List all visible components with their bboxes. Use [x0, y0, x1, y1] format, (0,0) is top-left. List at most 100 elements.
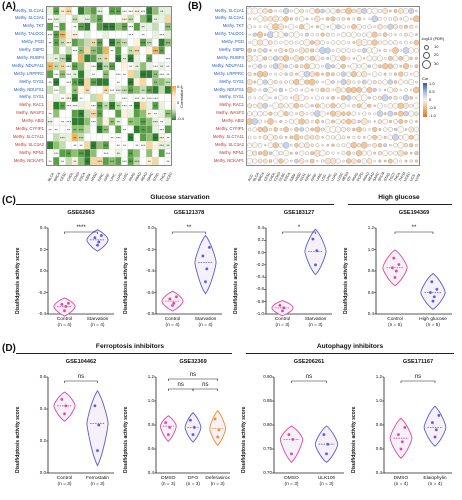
heatmap-significance: ** — [129, 104, 133, 109]
dotplot-point — [267, 86, 274, 93]
dotplot-point — [331, 88, 335, 92]
dotplot-point — [319, 103, 326, 109]
data-point — [192, 425, 197, 430]
dotplot-point — [346, 79, 352, 85]
data-point — [392, 256, 396, 260]
x-tick-count: (n = 3) — [161, 482, 176, 487]
heatmap-significance: ** — [49, 80, 53, 85]
dotplot-point — [361, 47, 367, 53]
dotplot-point — [388, 150, 393, 156]
data-point — [166, 432, 171, 437]
heatmap-significance: *** — [153, 48, 158, 53]
dotplot-point — [282, 7, 290, 15]
x-tick-label: Starvation — [304, 317, 327, 322]
dotplot-point — [321, 64, 324, 68]
panel-b-label: (B) — [188, 1, 202, 12]
dotplot-point — [335, 24, 341, 30]
dotplot-point — [356, 8, 362, 14]
dotplot-point — [253, 88, 257, 92]
data-point — [207, 245, 212, 250]
dotplot-point — [387, 158, 393, 164]
dotplot-point — [341, 17, 346, 21]
dotplot-point — [372, 87, 377, 92]
heatmap-significance: *** — [54, 151, 59, 156]
heatmap-cell — [90, 6, 97, 16]
dotplot-point — [371, 47, 378, 54]
dotplot-point — [310, 143, 314, 147]
dotplot-point — [397, 126, 405, 133]
dotplot-point — [387, 87, 394, 93]
dotplot-point — [394, 127, 398, 131]
heatmap-significance: ** — [129, 48, 133, 53]
significance-bracket — [172, 231, 206, 234]
dotplot-point — [294, 158, 299, 164]
color-legend-tick: 0.5 — [429, 89, 435, 94]
data-point — [213, 417, 217, 421]
dotplot-point — [293, 31, 300, 38]
dotplot-point — [304, 56, 310, 61]
heatmap-cell — [146, 125, 153, 134]
dotplot-row-label: Methy. NDUFA11 — [212, 62, 244, 68]
heatmap-cell — [77, 156, 85, 166]
heatmap-cell — [164, 117, 172, 126]
dotplot-point — [262, 71, 269, 78]
heatmap-significance: *** — [128, 33, 133, 38]
y-tick-label: -0.4 — [256, 274, 264, 280]
dotplot-point — [247, 135, 252, 140]
dotplot-point — [368, 112, 371, 116]
dotplot-point — [263, 87, 268, 93]
heatmap-cell — [115, 46, 122, 55]
dotplot-point — [252, 32, 257, 37]
dotplot-point — [414, 56, 418, 60]
dotplot-point — [310, 120, 314, 124]
heatmap-significance: ** — [154, 104, 158, 109]
dotplot-point — [305, 9, 309, 13]
dotplot-point — [393, 111, 398, 116]
heatmap-row-label: Methy. RUBP4 — [16, 54, 44, 60]
x-tick-label: DMSO — [393, 476, 409, 481]
x-tick-label: High glucose — [419, 317, 447, 322]
heatmap-significance: *** — [166, 151, 171, 156]
violin-shape — [279, 425, 304, 464]
dotplot-point — [278, 158, 284, 164]
dotplot-point — [331, 80, 335, 84]
heatmap-significance: *** — [97, 159, 102, 164]
dotplot-point — [382, 8, 388, 14]
heatmap-svg: *** ** *** *** ** ** *** *** *** *** ***** *** *** **… — [46, 6, 172, 166]
heatmap-cell — [102, 133, 110, 142]
heatmap-cell — [102, 156, 110, 166]
data-point — [432, 295, 437, 299]
heatmap-significance: *** — [141, 72, 146, 77]
heatmap-significance: ** — [154, 72, 158, 77]
correlation-heatmap: *** ** *** *** ** ** *** *** *** *** ** *** *** *** **… — [46, 6, 172, 166]
heatmap-significance: ** — [117, 9, 121, 14]
section-title-glucose-starvation: Glucose starvation — [150, 194, 210, 201]
dotplot-point — [377, 8, 383, 14]
heatmap-cell — [84, 46, 91, 55]
heatmap-cell — [65, 133, 72, 142]
data-point — [437, 413, 441, 418]
dotplot-point — [345, 118, 352, 125]
heatmap-significance: *** — [141, 41, 146, 46]
dotplot-point — [304, 79, 310, 85]
dotplot-point — [288, 23, 295, 30]
dotplot-point — [372, 126, 378, 133]
dotplot-point — [279, 9, 283, 13]
y-tick-label: -0.8 — [146, 311, 154, 316]
dotplot-point — [289, 79, 294, 85]
dotplot-point — [263, 25, 267, 29]
violin-svg — [264, 227, 332, 317]
heatmap-significance: *** — [79, 151, 84, 156]
dotplot-point — [378, 88, 382, 92]
heatmap-cell — [139, 133, 147, 142]
dotplot-point — [305, 159, 309, 163]
heatmap-significance: *** — [122, 41, 127, 46]
heatmap-cell — [115, 109, 122, 118]
dotplot-point — [247, 72, 252, 77]
dotplot-point — [414, 33, 418, 37]
heatmap-significance: *** — [60, 33, 65, 38]
dotplot-point — [278, 151, 283, 156]
dotplot-point — [357, 143, 362, 148]
heatmap-cell — [102, 93, 110, 102]
heatmap-cell — [59, 109, 66, 118]
